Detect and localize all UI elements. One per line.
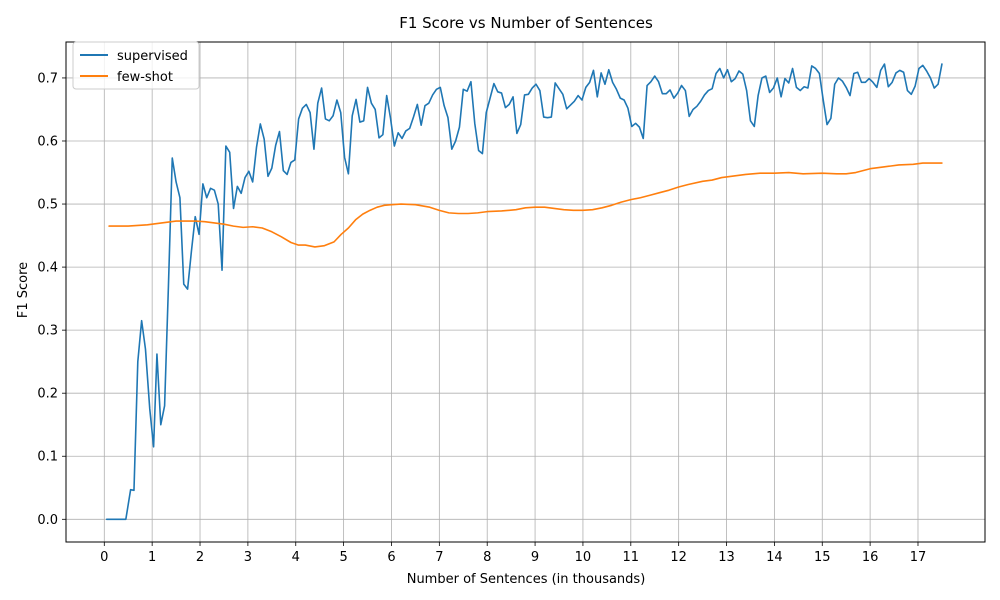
x-tick-label: 11 <box>623 550 640 565</box>
x-tick-label: 10 <box>575 550 592 565</box>
x-tick-label: 0 <box>100 550 108 565</box>
x-tick-label: 15 <box>814 550 831 565</box>
x-tick-label: 3 <box>244 550 252 565</box>
y-tick-label: 0.6 <box>37 134 58 149</box>
y-tick-label: 0.2 <box>37 387 58 402</box>
x-tick-label: 8 <box>483 550 491 565</box>
x-axis-label: Number of Sentences (in thousands) <box>407 572 646 587</box>
legend: supervised few-shot <box>72 41 200 90</box>
x-tick-label: 13 <box>718 550 735 565</box>
chart-title: F1 Score vs Number of Sentences <box>399 14 653 32</box>
x-tick-label: 2 <box>196 550 204 565</box>
series-line-supervised <box>105 63 943 521</box>
y-tick-label: 0.3 <box>37 324 58 339</box>
y-tick-label: 0.0 <box>37 513 58 528</box>
x-tick-label: 6 <box>387 550 395 565</box>
x-tick-label: 1 <box>148 550 156 565</box>
legend-label-supervised: supervised <box>117 49 188 64</box>
y-axis-label: F1 Score <box>16 262 31 318</box>
plot-series <box>105 63 943 521</box>
x-tick-label: 4 <box>292 550 300 565</box>
y-tick-label: 0.4 <box>37 261 58 276</box>
legend-box <box>72 41 200 90</box>
plot-frame <box>65 41 986 543</box>
y-tick-label: 0.5 <box>37 198 58 213</box>
x-tick-label: 12 <box>670 550 687 565</box>
series-line-few-shot <box>108 162 943 248</box>
x-tick-label: 5 <box>339 550 347 565</box>
x-tick-label: 17 <box>910 550 927 565</box>
y-tick-label: 0.1 <box>37 450 58 465</box>
y-axis-ticks: 0.0 0.1 0.2 0.3 0.4 0.5 0.6 0.7 <box>37 71 66 528</box>
x-axis-ticks: 0 1 2 3 4 5 6 7 8 9 10 11 12 13 14 15 16 17 <box>100 542 926 565</box>
x-tick-label: 14 <box>766 550 783 565</box>
y-tick-label: 0.7 <box>37 71 58 86</box>
legend-label-few-shot: few-shot <box>117 70 173 85</box>
x-tick-label: 16 <box>862 550 879 565</box>
x-tick-label: 7 <box>435 550 443 565</box>
x-tick-label: 9 <box>531 550 539 565</box>
